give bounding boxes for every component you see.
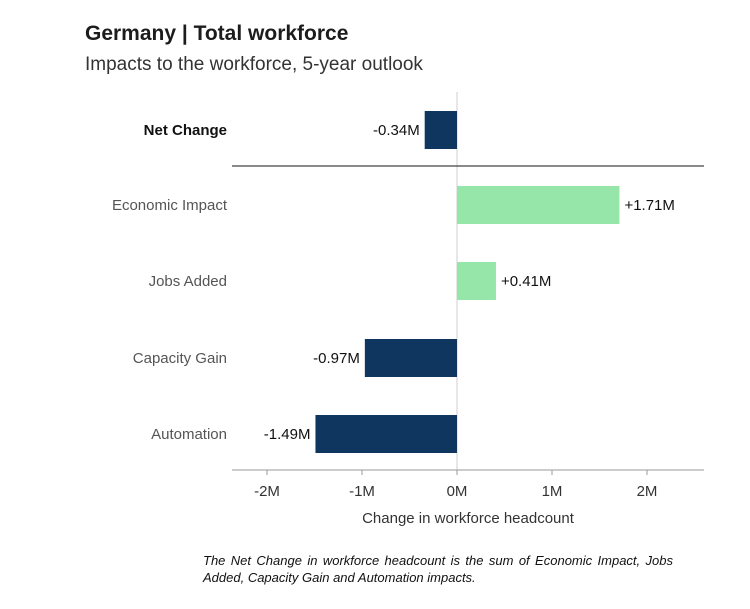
category-label: Net Change — [144, 122, 227, 139]
category-label: Automation — [151, 426, 227, 443]
bar — [364, 339, 457, 377]
x-tick-label: 0M — [447, 483, 468, 500]
x-axis-label: Change in workforce headcount — [362, 510, 575, 527]
bar — [424, 111, 457, 149]
category-label: Capacity Gain — [133, 350, 227, 367]
bar — [457, 262, 496, 300]
bar — [315, 415, 457, 453]
category-label: Jobs Added — [149, 273, 227, 290]
x-tick-label: 2M — [637, 483, 658, 500]
chart-title: Germany | Total workforce — [85, 22, 349, 45]
data-label: -0.34M — [373, 122, 420, 139]
x-tick-label: -1M — [349, 483, 375, 500]
footnote: The Net Change in workforce headcount is… — [203, 553, 673, 585]
data-label: -0.97M — [313, 350, 360, 367]
data-label: +1.71M — [624, 197, 674, 214]
data-label: +0.41M — [501, 273, 551, 290]
category-label: Economic Impact — [112, 197, 228, 214]
x-tick-label: 1M — [542, 483, 563, 500]
x-tick-label: -2M — [254, 483, 280, 500]
data-label: -1.49M — [264, 426, 311, 443]
bar — [457, 186, 620, 224]
chart-subtitle: Impacts to the workforce, 5-year outlook — [85, 54, 423, 75]
